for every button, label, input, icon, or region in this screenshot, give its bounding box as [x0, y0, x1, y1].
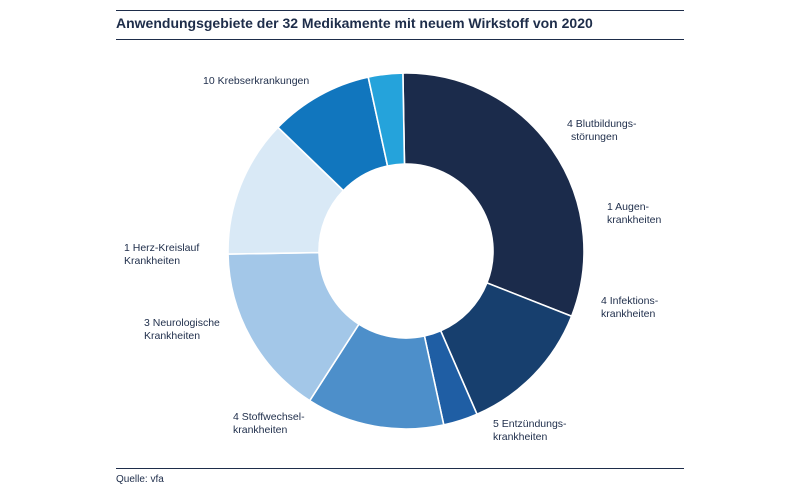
donut-slice-4 — [227, 251, 361, 402]
donut-slice-7 — [367, 72, 406, 167]
slice-label-3-line-0: 4 Infektions- — [601, 295, 659, 307]
slice-label-4-line-0: 5 Entzündungs- — [493, 418, 567, 430]
slice-label-2: 1 Augen- krankheiten — [607, 201, 661, 227]
donut-slice-0 — [402, 72, 585, 318]
slice-label-5: 4 Stoffwechsel- krankheiten — [233, 411, 305, 437]
slice-label-1-line-0: 4 Blutbildungs- — [567, 118, 637, 130]
top-rule — [116, 10, 684, 11]
slice-label-7-line-1: Krankheiten — [124, 255, 181, 267]
slice-label-2-line-0: 1 Augen- — [607, 201, 650, 213]
slice-label-3: 4 Infektions- krankheiten — [601, 295, 658, 321]
chart-title: Anwendungsgebiete der 32 Medikamente mit… — [116, 15, 593, 31]
slice-label-6-line-1: Krankheiten — [144, 330, 201, 342]
slice-label-2-line-1: krankheiten — [607, 214, 662, 226]
slice-label-4: 5 Entzündungs- krankheiten — [493, 418, 567, 444]
slice-label-7-line-0: 1 Herz-Kreislauf — [124, 242, 200, 254]
slice-label-3-line-1: krankheiten — [601, 308, 656, 320]
slice-label-6: 3 Neurologische Krankheiten — [144, 317, 220, 343]
slice-label-6-line-0: 3 Neurologische — [144, 317, 220, 329]
slice-label-0-line-0: 10 Krebserkrankungen — [203, 75, 310, 87]
slice-label-1-line-1: störungen — [571, 131, 618, 143]
slice-label-7: 1 Herz-Kreislauf Krankheiten — [124, 242, 199, 268]
slice-label-5-line-0: 4 Stoffwechsel- — [233, 411, 305, 423]
slice-label-5-line-1: krankheiten — [233, 424, 288, 436]
title-rule — [116, 39, 684, 40]
slice-label-0: 10 Krebserkrankungen — [203, 75, 309, 88]
slice-label-4-line-1: krankheiten — [493, 431, 548, 443]
slice-label-1: 4 Blutbildungs- störungen — [567, 118, 636, 144]
source-note: Quelle: vfa — [116, 474, 164, 485]
bottom-rule — [116, 468, 684, 469]
